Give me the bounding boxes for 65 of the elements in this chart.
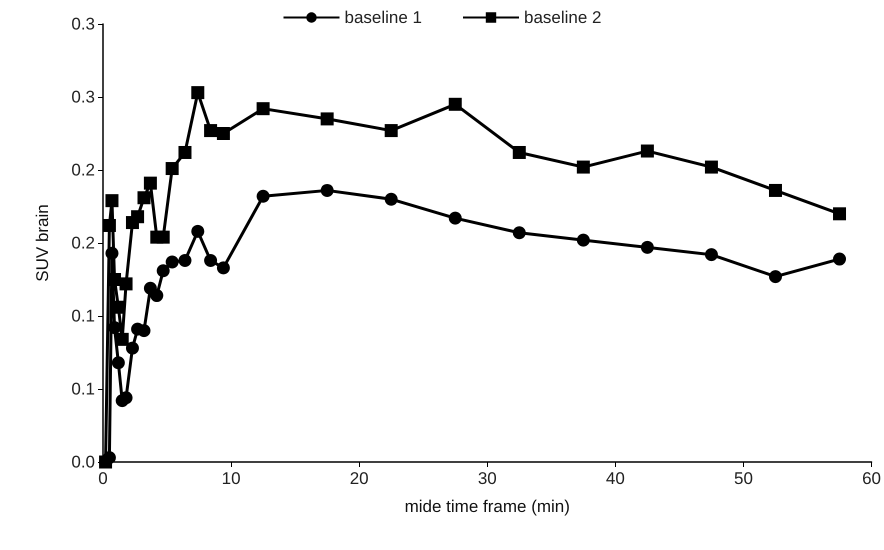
- point: [640, 240, 654, 254]
- point: [833, 252, 846, 266]
- y-tick-label: 0.2: [71, 234, 95, 252]
- point: [448, 98, 462, 111]
- y-tick-label: 0.1: [71, 306, 95, 326]
- point: [204, 124, 218, 138]
- point: [576, 160, 590, 174]
- point: [144, 176, 157, 190]
- point: [116, 332, 129, 346]
- x-tick-label: 0: [98, 469, 108, 488]
- y-axis-title: SUV brain: [33, 204, 52, 282]
- point: [105, 246, 118, 260]
- x-tick-label: 40: [606, 469, 625, 488]
- point: [150, 289, 164, 302]
- x-tick-label: 10: [222, 469, 241, 488]
- x-tick-label: 60: [862, 469, 882, 488]
- point: [320, 184, 334, 197]
- point: [99, 456, 112, 468]
- point: [156, 264, 170, 278]
- point: [131, 210, 144, 224]
- x-tick-label: 30: [478, 469, 497, 488]
- point: [256, 190, 270, 203]
- point: [216, 261, 230, 274]
- y-tick-label: 0.1: [71, 380, 95, 398]
- point: [216, 127, 230, 140]
- x-tick-label: 50: [734, 469, 753, 488]
- point: [704, 160, 718, 174]
- point: [108, 273, 122, 286]
- y-tick-label: 0.3: [71, 14, 95, 34]
- point: [512, 226, 526, 240]
- point: [137, 191, 150, 204]
- point: [102, 218, 116, 232]
- x-axis-title: mide time frame (min): [404, 497, 570, 516]
- point: [384, 192, 398, 206]
- point: [704, 248, 718, 262]
- y-tick-label: 0.0: [71, 452, 95, 472]
- y-tick-label: 0.3: [71, 88, 95, 106]
- point: [108, 321, 122, 334]
- legend-label: baseline 1: [344, 8, 422, 27]
- point: [191, 86, 204, 100]
- point: [833, 207, 846, 220]
- point: [384, 124, 398, 138]
- point: [120, 277, 133, 290]
- point: [112, 356, 125, 370]
- point: [512, 146, 526, 159]
- point: [105, 194, 118, 208]
- point: [166, 162, 179, 176]
- point: [256, 102, 270, 116]
- point: [138, 324, 150, 338]
- y-tick-label: 0.2: [71, 160, 95, 180]
- point: [768, 270, 782, 284]
- point: [191, 224, 204, 238]
- point: [320, 112, 334, 126]
- point: [178, 254, 192, 268]
- x-tick-label: 20: [350, 469, 369, 488]
- point: [640, 144, 654, 158]
- point: [166, 255, 179, 268]
- legend-label: baseline 2: [524, 8, 602, 27]
- point: [448, 212, 462, 225]
- point: [768, 184, 782, 197]
- point: [178, 146, 192, 159]
- point: [126, 342, 139, 355]
- point: [156, 230, 170, 244]
- point: [204, 254, 218, 268]
- point: [576, 234, 590, 247]
